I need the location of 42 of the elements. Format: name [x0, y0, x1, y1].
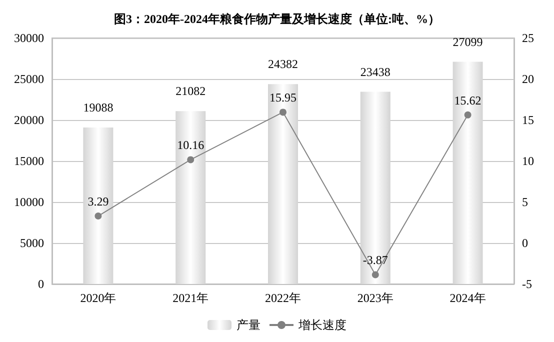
- data-label: 24382: [268, 57, 298, 72]
- data-label: 15.62: [454, 93, 482, 108]
- y-tick-label: 25000: [14, 72, 44, 86]
- x-tick-label: 2022年: [265, 291, 301, 305]
- legend-label: 增长速度: [298, 318, 346, 332]
- x-tick-label: 2020年: [80, 291, 116, 305]
- x-tick-label: 2023年: [357, 291, 394, 305]
- y2-tick-label: -5: [522, 277, 532, 291]
- point: [280, 108, 286, 116]
- y2-tick-label: 25: [522, 31, 534, 45]
- y2-tick-label: 15: [522, 113, 534, 127]
- point: [187, 156, 194, 164]
- bar: [268, 84, 298, 284]
- bar: [83, 127, 114, 284]
- bar: [176, 111, 206, 284]
- y-tick-label: 15000: [14, 154, 44, 168]
- data-label: 15.95: [270, 90, 296, 105]
- data-label: 3.29: [88, 194, 109, 209]
- point: [464, 111, 472, 118]
- y2-tick-label: 5: [522, 195, 528, 209]
- y-tick-label: 10000: [14, 195, 44, 209]
- data-label: 21082: [176, 84, 206, 98]
- point: [372, 271, 379, 278]
- x-tick-label: 2024年: [450, 291, 486, 305]
- y-tick-label: 0: [38, 277, 44, 291]
- point: [94, 212, 102, 220]
- y2-tick-label: 20: [522, 72, 534, 86]
- y-tick-label: 20000: [14, 113, 44, 127]
- bar: [452, 62, 483, 284]
- data-label: -3.87: [362, 253, 388, 268]
- y2-tick-label: 0: [522, 236, 528, 250]
- data-label: 23438: [360, 64, 390, 79]
- data-label: 19088: [83, 100, 114, 114]
- data-label: 27099: [452, 34, 483, 49]
- y2-tick-label: 10: [522, 154, 534, 168]
- legend-label: 产量: [236, 318, 260, 332]
- chart-title: 图3：2020年-2024年粮食作物产量及增长速度（单位:吨、%）: [114, 12, 440, 26]
- data-label: 10.16: [177, 138, 204, 152]
- y-tick-label: 5000: [20, 236, 44, 250]
- x-tick-label: 2021年: [172, 291, 209, 305]
- y-tick-label: 30000: [14, 31, 44, 45]
- bar: [360, 92, 390, 284]
